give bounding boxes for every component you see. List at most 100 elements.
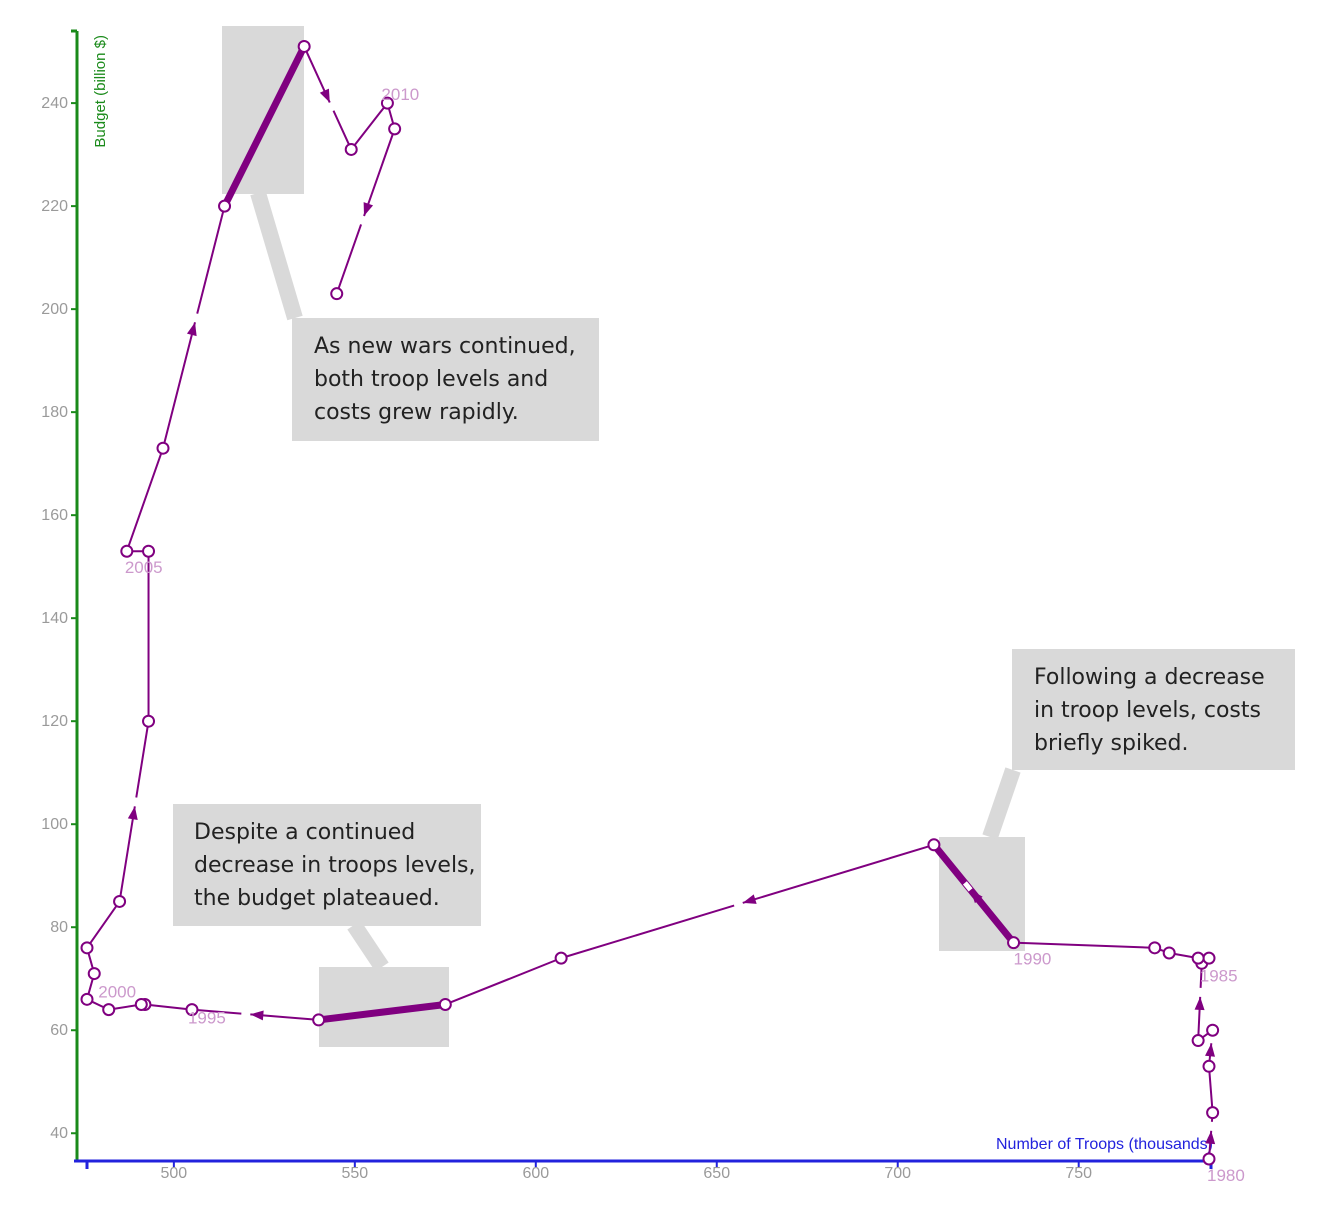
direction-arrow xyxy=(127,797,139,821)
year-label-1990: 1990 xyxy=(1014,950,1052,969)
line-segment xyxy=(125,447,165,553)
highlighted-segment xyxy=(315,1000,449,1024)
data-point xyxy=(142,544,156,558)
data-point xyxy=(312,1013,326,1027)
data-point xyxy=(330,287,344,301)
data-point xyxy=(927,838,941,852)
year-labels: 1980 1985 1990 1995 2000 2005 2010 xyxy=(98,85,1245,1185)
axes: 40 60 80 100 120 140 160 180 200 220 240 Budget (bi… xyxy=(41,29,1213,1182)
y-tick-label: 240 xyxy=(41,95,68,112)
highlighted-segment xyxy=(221,42,308,210)
data-point xyxy=(185,1003,199,1017)
y-tick-label: 60 xyxy=(50,1022,68,1039)
data-point xyxy=(1206,1023,1220,1037)
line-segment xyxy=(1208,1065,1214,1114)
data-point xyxy=(1007,936,1021,950)
x-tick-label: 700 xyxy=(884,1165,911,1182)
data-point xyxy=(102,1003,116,1017)
direction-arrow xyxy=(1205,1121,1216,1145)
y-tick-label: 100 xyxy=(41,816,68,833)
y-tick-label: 180 xyxy=(41,404,68,421)
annotation-layer: As new wars continued, both troop levels … xyxy=(173,26,1295,1047)
year-label-1985: 1985 xyxy=(1200,966,1238,985)
direction-arrow xyxy=(733,894,757,908)
x-axis-title: Number of Troops (thousands) xyxy=(996,1136,1213,1153)
annotation-box xyxy=(1012,649,1295,770)
direction-arrow xyxy=(1194,987,1205,1011)
annotation-text-line: As new wars continued, xyxy=(314,334,576,359)
data-point xyxy=(134,997,148,1011)
year-label-1995: 1995 xyxy=(188,1009,226,1028)
line-segment xyxy=(350,102,389,151)
x-tick-label: 550 xyxy=(341,1165,368,1182)
y-tick-label: 160 xyxy=(41,507,68,524)
direction-arrow xyxy=(962,881,983,904)
annotation-highlight-box xyxy=(222,26,304,194)
annotation-text-line: briefly spiked. xyxy=(1034,731,1189,756)
year-label-2000: 2000 xyxy=(98,983,136,1002)
data-point xyxy=(156,441,170,455)
annotation-text-line: Despite a continued xyxy=(194,820,415,845)
x-tick-label: 500 xyxy=(161,1165,188,1182)
annotation-text-line: Following a decrease xyxy=(1034,665,1265,690)
direction-arrow xyxy=(319,88,336,112)
line-segment xyxy=(444,957,563,1006)
y-tick-label: 80 xyxy=(50,919,68,936)
data-point xyxy=(1148,941,1162,955)
data-point xyxy=(1202,1059,1216,1073)
annotation-text-line: decrease in troops levels, xyxy=(194,853,476,878)
line-segment xyxy=(1012,941,1156,949)
data-point xyxy=(344,142,358,156)
annotation-highlight-box xyxy=(939,837,1025,951)
direction-arrow xyxy=(241,1010,264,1021)
annotation-1: As new wars continued, both troop levels … xyxy=(222,26,599,441)
annotation-2: Following a decrease in troop levels, cos… xyxy=(939,649,1295,951)
data-point xyxy=(554,951,568,965)
y-tick-label: 140 xyxy=(41,610,68,627)
data-point xyxy=(80,992,94,1006)
annotation-box xyxy=(173,804,481,926)
data-point xyxy=(1202,951,1216,965)
annotation-connector xyxy=(250,190,303,321)
y-axis: 40 60 80 100 120 140 160 180 200 220 240 Budget (bi… xyxy=(41,29,109,1161)
y-axis-title: Budget (billion $) xyxy=(92,35,109,148)
x-axis: 500 550 600 650 700 750 Number of Troops (thou… xyxy=(74,1136,1213,1182)
year-label-1980: 1980 xyxy=(1207,1166,1245,1185)
data-point xyxy=(297,39,311,53)
data-point xyxy=(438,997,452,1011)
annotation-connector xyxy=(347,920,389,972)
data-point xyxy=(80,941,94,955)
data-point xyxy=(1162,946,1176,960)
data-point xyxy=(113,894,127,908)
y-tick-label: 40 xyxy=(50,1125,68,1142)
annotation-text-line: the budget plateaued. xyxy=(194,886,440,911)
series-line xyxy=(80,39,1220,1166)
y-tick-label: 120 xyxy=(41,713,68,730)
data-point xyxy=(1191,1034,1205,1048)
direction-arrow xyxy=(1205,1034,1215,1057)
data-point xyxy=(1202,1152,1216,1166)
data-point xyxy=(380,96,394,110)
annotation-connector xyxy=(982,767,1021,840)
data-point xyxy=(87,967,101,981)
x-tick-label: 650 xyxy=(703,1165,730,1182)
data-point xyxy=(1191,951,1205,965)
x-tick-label: 600 xyxy=(522,1165,549,1182)
y-tick-label: 200 xyxy=(41,301,68,318)
line-segment xyxy=(143,1003,193,1011)
data-point xyxy=(120,544,134,558)
annotation-text-line: in troop levels, costs xyxy=(1034,698,1261,723)
y-tick-label: 220 xyxy=(41,198,68,215)
x-tick-label: 750 xyxy=(1065,1165,1092,1182)
direction-arrow xyxy=(358,202,374,226)
data-point xyxy=(388,122,402,136)
annotation-text-line: both troop levels and xyxy=(314,367,548,392)
annotation-3: Despite a continued decrease in troops le… xyxy=(173,804,481,1047)
direction-arrow xyxy=(186,312,200,337)
data-point xyxy=(142,714,156,728)
year-label-2010: 2010 xyxy=(381,85,419,104)
annotation-text-line: costs grew rapidly. xyxy=(314,400,519,425)
year-label-2005: 2005 xyxy=(125,558,163,577)
data-point xyxy=(218,199,232,213)
